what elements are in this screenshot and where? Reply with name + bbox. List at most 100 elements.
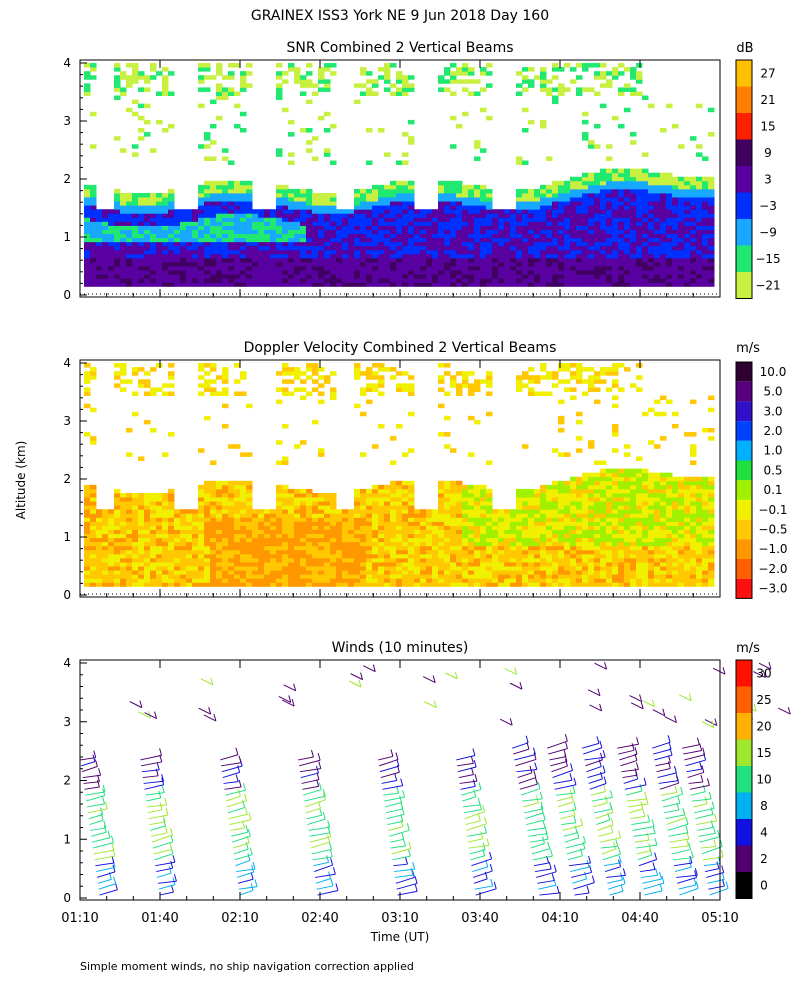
heatmap-cell (126, 237, 133, 243)
heatmap-cell (678, 274, 685, 279)
heatmap-cell (534, 188, 541, 194)
heatmap-cell (318, 274, 325, 279)
heatmap-cell (696, 176, 703, 182)
heatmap-cell (660, 188, 667, 194)
heatmap-cell (318, 205, 325, 210)
heatmap-cell (408, 529, 415, 535)
heatmap-cell (300, 509, 307, 514)
heatmap-cell (438, 237, 445, 243)
heatmap-cell (462, 484, 469, 490)
heatmap-cell (594, 197, 601, 202)
heatmap-cell (510, 262, 517, 267)
heatmap-cell (138, 574, 145, 579)
heatmap-cell (582, 132, 589, 137)
heatmap-cell (522, 270, 529, 275)
heatmap-cell (282, 363, 289, 368)
heatmap-cell (534, 241, 541, 247)
heatmap-cell (156, 529, 163, 535)
heatmap-cell (420, 578, 427, 583)
heatmap-cell (144, 225, 151, 230)
heatmap-cell (90, 201, 97, 206)
heatmap-cell (108, 517, 115, 522)
heatmap-cell (258, 253, 265, 259)
heatmap-cell (384, 562, 391, 567)
heatmap-cell (114, 537, 121, 543)
heatmap-cell (462, 570, 469, 575)
heatmap-cell (540, 221, 547, 226)
heatmap-cell (474, 566, 481, 571)
heatmap-cell (84, 213, 91, 218)
heatmap-cell (408, 509, 415, 514)
heatmap-cell (708, 282, 715, 287)
heatmap-cell (168, 383, 175, 388)
heatmap-cell (384, 79, 391, 84)
heatmap-cell (438, 79, 445, 84)
heatmap-cell (498, 266, 505, 271)
heatmap-cell (264, 241, 271, 247)
heatmap-cell (690, 213, 697, 218)
heatmap-cell (168, 545, 175, 551)
heatmap-cell (426, 266, 433, 271)
heatmap-cell (606, 282, 613, 287)
heatmap-cell (486, 262, 493, 267)
heatmap-cell (486, 501, 493, 506)
heatmap-cell (456, 529, 463, 535)
heatmap-cell (210, 367, 217, 372)
heatmap-cell (432, 537, 439, 543)
heatmap-cell (402, 562, 409, 567)
heatmap-cell (360, 517, 367, 522)
heatmap-cell (114, 201, 121, 206)
heatmap-cell (690, 270, 697, 275)
heatmap-cell (378, 245, 385, 251)
heatmap-cell (108, 578, 115, 583)
heatmap-cell (138, 537, 145, 543)
heatmap-cell (84, 262, 91, 267)
heatmap-cell (582, 262, 589, 267)
heatmap-cell (510, 513, 517, 518)
heatmap-cell (336, 257, 343, 263)
heatmap-cell (330, 557, 337, 563)
heatmap-cell (264, 262, 271, 267)
heatmap-cell (174, 537, 181, 543)
heatmap-cell (294, 387, 301, 392)
heatmap-cell (402, 566, 409, 571)
heatmap-cell (492, 537, 499, 543)
heatmap-cell (648, 270, 655, 275)
heatmap-cell (150, 197, 157, 202)
heatmap-cell (360, 509, 367, 514)
heatmap-cell (414, 533, 421, 539)
heatmap-cell (564, 233, 571, 239)
heatmap-cell (294, 245, 301, 251)
heatmap-cell (294, 488, 301, 494)
heatmap-cell (282, 492, 289, 498)
heatmap-cell (636, 172, 643, 178)
heatmap-cell (498, 557, 505, 563)
heatmap-cell (276, 484, 283, 490)
heatmap-cell (528, 505, 535, 510)
heatmap-cell (132, 557, 139, 563)
heatmap-cell (438, 233, 445, 239)
heatmap-cell (534, 221, 541, 226)
heatmap-cell (306, 266, 313, 271)
heatmap-cell (390, 557, 397, 563)
heatmap-cell (156, 566, 163, 571)
heatmap-cell (336, 266, 343, 271)
heatmap-cell (528, 509, 535, 514)
heatmap-cell (342, 582, 349, 587)
heatmap-cell (474, 197, 481, 202)
heatmap-cell (384, 225, 391, 230)
heatmap-cell (390, 566, 397, 571)
heatmap-cell (288, 505, 295, 510)
heatmap-cell (264, 521, 271, 526)
heatmap-cell (324, 497, 331, 502)
heatmap-cell (396, 237, 403, 243)
heatmap-cell (240, 221, 247, 226)
heatmap-cell (90, 492, 97, 498)
heatmap-cell (210, 225, 217, 230)
heatmap-cell (354, 529, 361, 535)
heatmap-cell (690, 278, 697, 283)
heatmap-cell (150, 262, 157, 267)
heatmap-cell (162, 578, 169, 583)
heatmap-cell (204, 492, 211, 498)
heatmap-cell (528, 233, 535, 239)
